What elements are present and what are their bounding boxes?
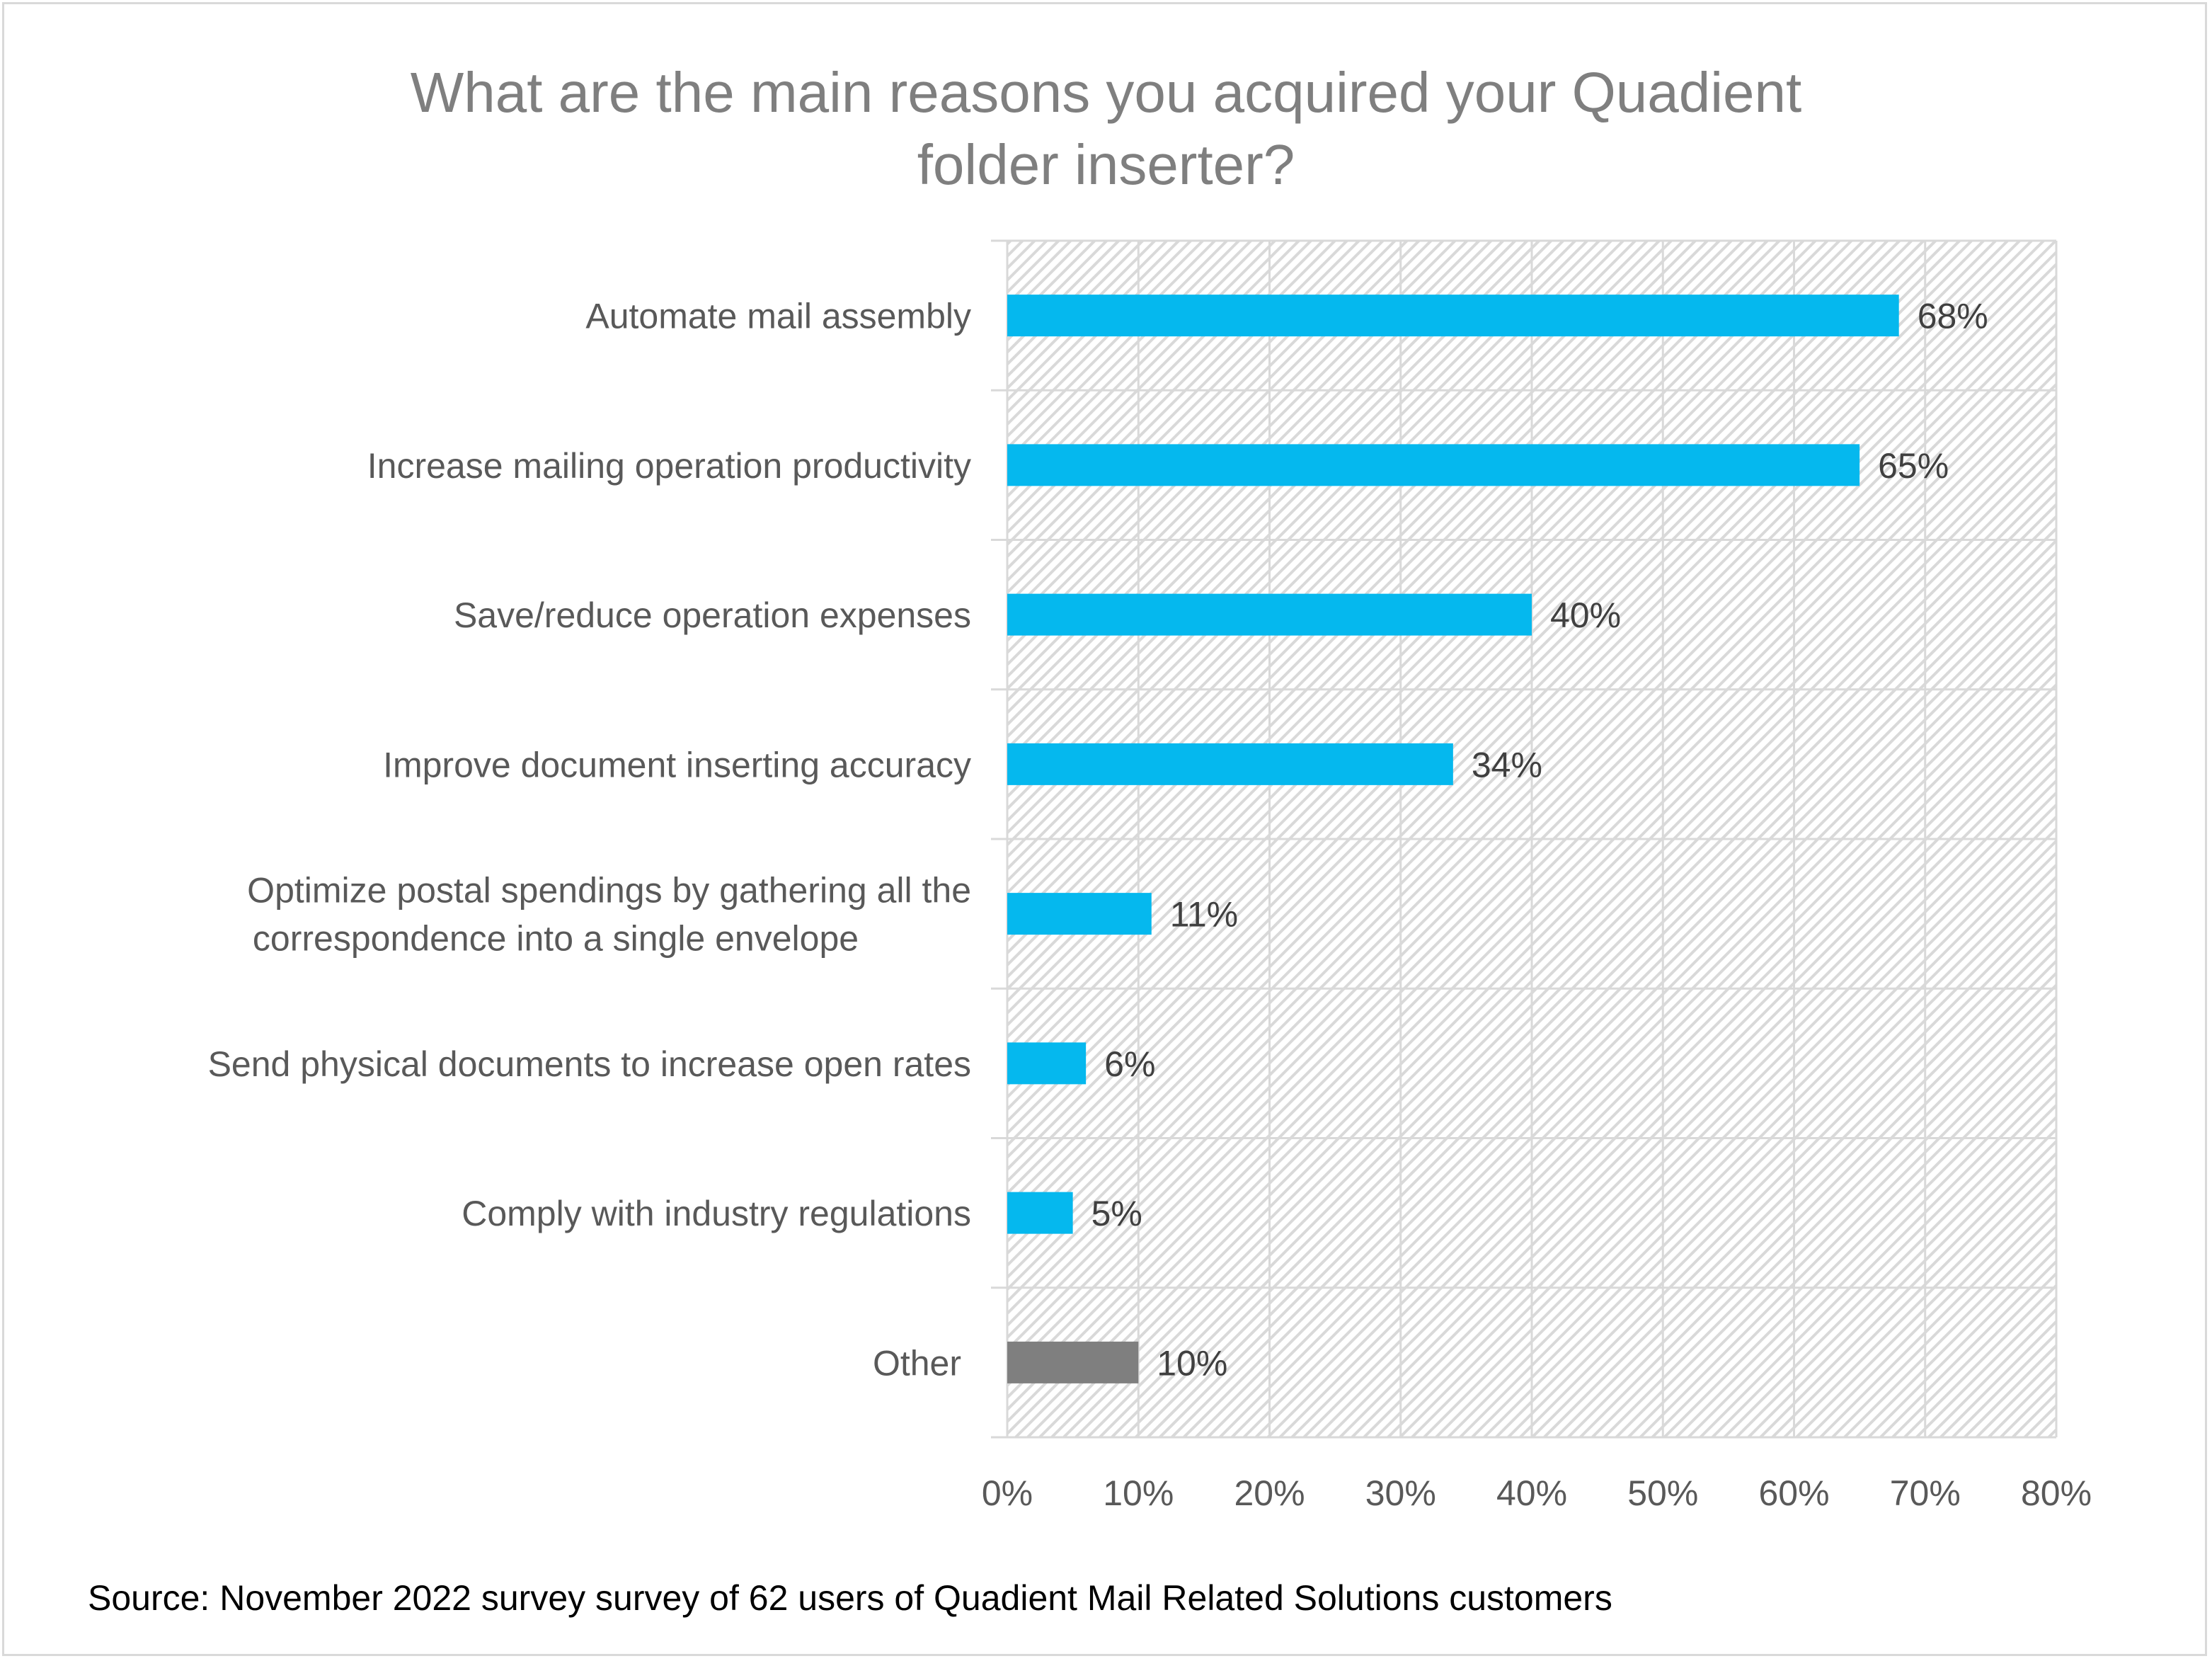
data-label: 68% bbox=[1918, 297, 1988, 336]
category-label: Comply with industry regulations bbox=[462, 1194, 971, 1233]
x-tick-label: 50% bbox=[1627, 1473, 1698, 1513]
data-label: 65% bbox=[1878, 446, 1949, 486]
data-label: 10% bbox=[1157, 1343, 1227, 1383]
x-tick-label: 60% bbox=[1758, 1473, 1829, 1513]
chart-title: What are the main reasons you acquired y… bbox=[0, 57, 2212, 201]
bar bbox=[1007, 1341, 1139, 1383]
bar bbox=[1007, 593, 1532, 636]
bar bbox=[1007, 1042, 1087, 1085]
category-label: Other bbox=[873, 1343, 961, 1383]
bar bbox=[1007, 743, 1453, 785]
bar bbox=[1007, 1192, 1073, 1234]
x-tick-label: 80% bbox=[2021, 1473, 2092, 1513]
source-note: Source: November 2022 survey survey of 6… bbox=[88, 1578, 1612, 1618]
data-label: 11% bbox=[1170, 895, 1238, 935]
chart-title-line-1: What are the main reasons you acquired y… bbox=[410, 61, 1802, 124]
category-label: Automate mail assembly bbox=[585, 297, 971, 336]
plot-area: 0% 10% 20% 30% 40% 50% 60% 70% 80% 68% Automate ma… bbox=[208, 239, 2092, 1513]
x-tick-label: 40% bbox=[1496, 1473, 1567, 1513]
data-label: 40% bbox=[1550, 595, 1621, 635]
category-label: Optimize postal spendings by gathering a… bbox=[247, 871, 971, 911]
data-label: 6% bbox=[1104, 1044, 1155, 1084]
bar bbox=[1007, 444, 1860, 486]
bar bbox=[1007, 893, 1152, 935]
category-label: Improve document inserting accuracy bbox=[383, 745, 971, 784]
data-label: 5% bbox=[1091, 1194, 1142, 1233]
x-tick-label: 20% bbox=[1234, 1473, 1305, 1513]
category-label: correspondence into a single envelope bbox=[253, 919, 859, 959]
category-label: Increase mailing operation productivity bbox=[367, 446, 971, 486]
x-tick-label: 70% bbox=[1890, 1473, 1961, 1513]
bar bbox=[1007, 295, 1899, 337]
chart-title-line-2: folder inserter? bbox=[917, 133, 1295, 196]
data-label: 34% bbox=[1472, 745, 1542, 784]
category-label: Save/reduce operation expenses bbox=[454, 595, 971, 635]
x-tick-label: 10% bbox=[1103, 1473, 1174, 1513]
x-tick-label: 0% bbox=[982, 1473, 1033, 1513]
x-tick-label: 30% bbox=[1365, 1473, 1436, 1513]
category-label: Send physical documents to increase open… bbox=[208, 1044, 971, 1084]
